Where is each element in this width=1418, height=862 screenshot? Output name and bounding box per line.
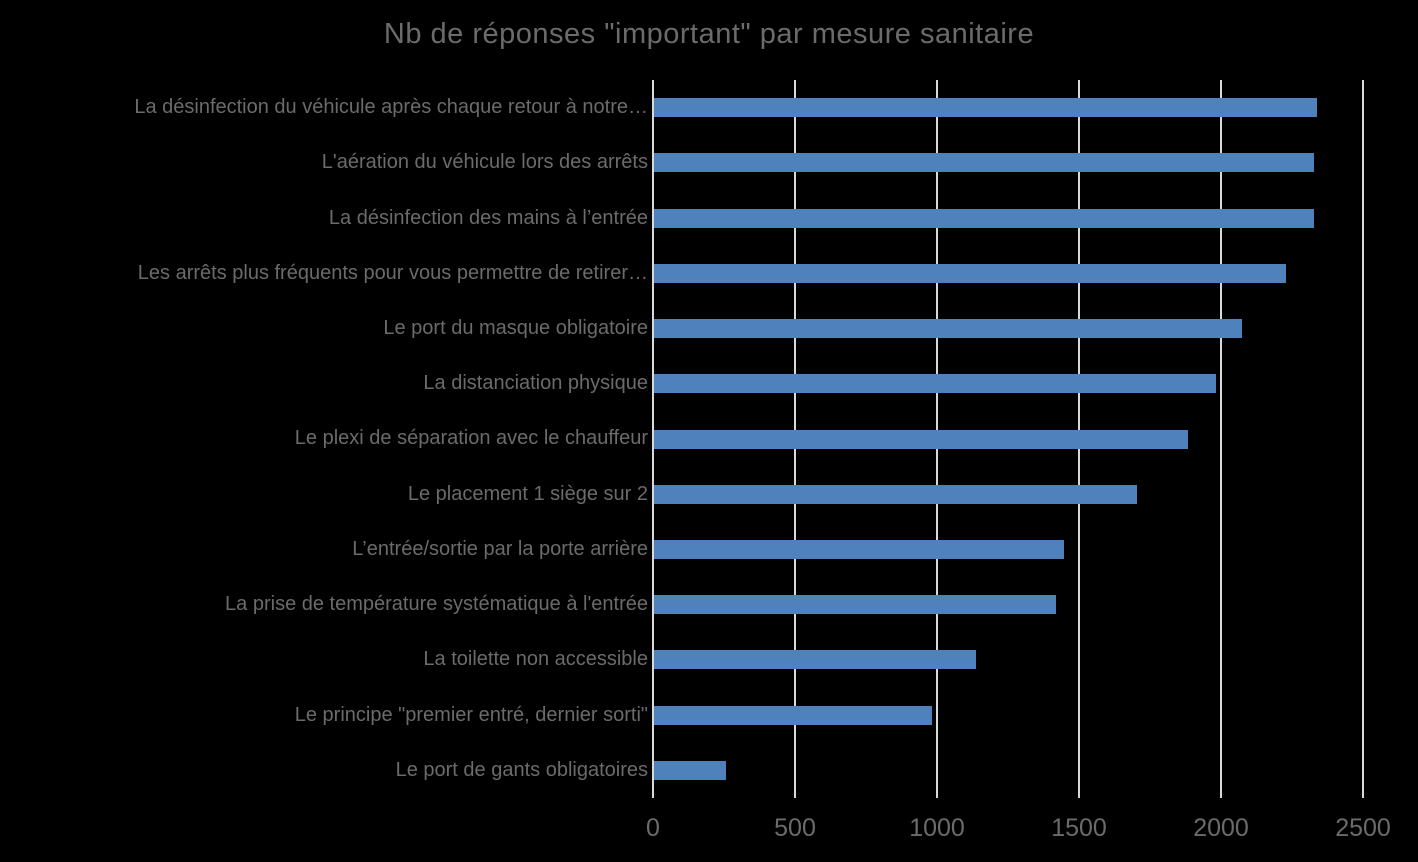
category-label: Le plexi de séparation avec le chauffeur xyxy=(294,427,648,450)
bar xyxy=(654,263,1286,283)
x-tick-label: 2000 xyxy=(1193,814,1249,842)
x-tick-label: 0 xyxy=(646,814,660,842)
bar xyxy=(654,705,932,725)
bar xyxy=(654,153,1314,173)
x-tick-label: 1000 xyxy=(909,814,965,842)
bar xyxy=(654,595,1056,615)
bar xyxy=(654,760,726,780)
gridline xyxy=(1362,80,1364,798)
category-label: L'aération du véhicule lors des arrêts xyxy=(321,151,648,174)
category-label: La prise de température systématique à l… xyxy=(225,593,648,616)
bar xyxy=(654,539,1064,559)
gridline xyxy=(652,80,654,798)
category-label: La distanciation physique xyxy=(423,372,648,395)
category-label: La désinfection des mains à l’entrée xyxy=(328,206,648,229)
bar xyxy=(654,319,1242,339)
category-label: Les arrêts plus fréquents pour vous perm… xyxy=(137,261,648,284)
gridline xyxy=(1220,80,1222,798)
category-label: Le principe "premier entré, dernier sort… xyxy=(294,703,648,726)
bar xyxy=(654,98,1317,118)
category-label: L’entrée/sortie par la porte arrière xyxy=(352,537,648,560)
x-tick-label: 1500 xyxy=(1051,814,1107,842)
bar xyxy=(654,484,1137,504)
category-label: Le port du masque obligatoire xyxy=(383,317,648,340)
category-label: Le placement 1 siège sur 2 xyxy=(407,482,648,505)
category-label: La désinfection du véhicule après chaque… xyxy=(134,96,648,119)
x-tick-label: 500 xyxy=(774,814,816,842)
x-tick-label: 2500 xyxy=(1335,814,1391,842)
bar xyxy=(654,374,1216,394)
bar xyxy=(654,429,1188,449)
category-label: La toilette non accessible xyxy=(423,648,648,671)
bar xyxy=(654,208,1314,228)
bar xyxy=(654,650,976,670)
chart-title: Nb de réponses "important" par mesure sa… xyxy=(383,18,1035,50)
category-label: Le port de gants obligatoires xyxy=(395,758,648,781)
